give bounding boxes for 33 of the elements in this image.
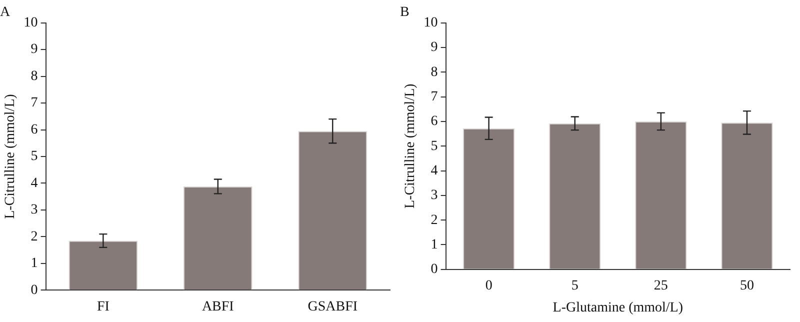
y-tick-label: 3 (30, 202, 38, 218)
x-tick-label: 50 (740, 278, 754, 294)
y-tick-label: 8 (30, 68, 38, 84)
y-tick-label: 10 (24, 15, 38, 30)
y-tick-label: 9 (30, 42, 38, 58)
y-tick-label: 5 (30, 149, 38, 164)
x-tick-label: 25 (654, 278, 668, 294)
x-tick-label: 5 (571, 278, 578, 294)
y-tick-label: 0 (430, 262, 438, 278)
x-tick-label: FI (96, 299, 110, 314)
chart-title: A (0, 5, 11, 20)
x-tick-label: 0 (485, 278, 492, 294)
x-tick-label: ABFI (202, 299, 234, 314)
y-tick-label: 7 (430, 89, 438, 104)
y-tick-label: 2 (430, 212, 438, 228)
y-tick-label: 6 (30, 122, 38, 138)
y-tick-label: 4 (30, 176, 38, 191)
y-tick-label: 3 (430, 188, 438, 204)
y-axis-title: L-Citrulline (mmol/L) (403, 83, 418, 209)
x-axis-title: L-Glutamine (mmol/L) (552, 300, 684, 316)
y-tick-label: 10 (424, 15, 438, 30)
y-tick-label: 4 (430, 163, 438, 178)
y-tick-label: 8 (430, 64, 438, 80)
y-tick-label: 1 (430, 237, 438, 252)
y-tick-label: 5 (430, 138, 438, 154)
chart-title: B (400, 5, 410, 20)
y-tick-label: 7 (30, 96, 38, 111)
y-tick-label: 6 (430, 114, 438, 130)
y-axis-title: L-Citrulline (mmol/L) (3, 94, 18, 219)
x-tick-label: GSABFI (308, 299, 358, 314)
y-tick-label: 9 (430, 40, 438, 56)
y-tick-label: 2 (30, 229, 38, 244)
y-tick-label: 1 (30, 256, 38, 272)
